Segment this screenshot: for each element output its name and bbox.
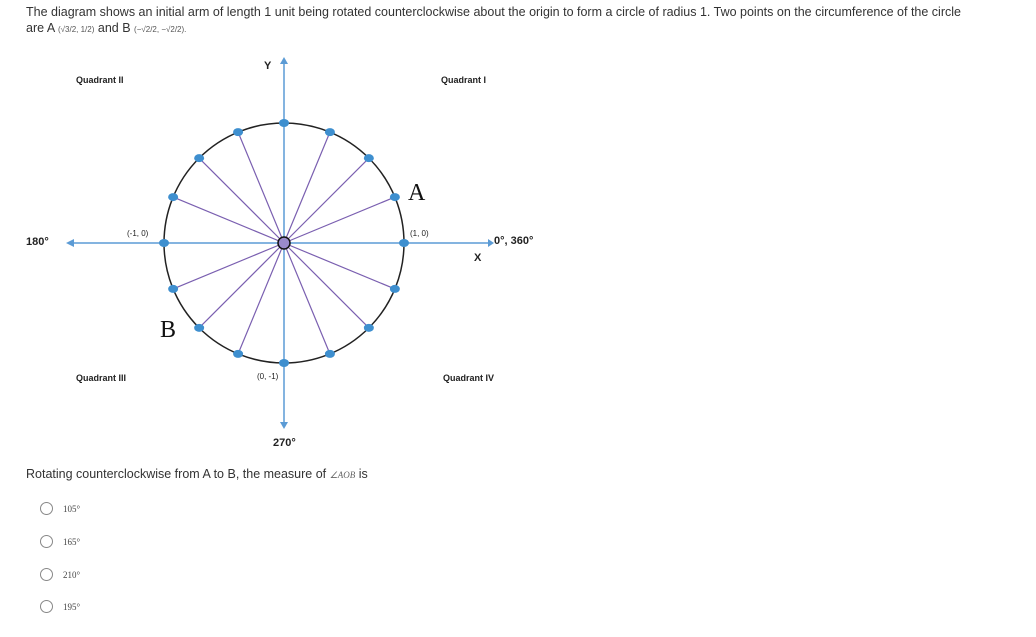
- spoke: [172, 196, 285, 244]
- label-0-neg1: (0, -1): [257, 372, 279, 381]
- spoke: [172, 242, 285, 290]
- y-arrow-up-icon: [280, 57, 288, 64]
- circumference-point: [279, 119, 289, 127]
- quadrant-iv-label: Quadrant IV: [443, 373, 495, 383]
- radio-button[interactable]: [40, 502, 53, 515]
- spoke: [237, 242, 285, 355]
- point-b-coords: (−√2/2, −√2/2).: [134, 25, 187, 34]
- quadrant-ii-label: Quadrant II: [76, 75, 124, 85]
- label-180: 180°: [26, 236, 49, 248]
- point-a-label: A: [408, 180, 426, 206]
- point-a-coords: (√3/2, 1/2): [57, 25, 95, 34]
- spoke: [283, 242, 331, 355]
- spoke: [283, 242, 396, 290]
- option-105[interactable]: 105°: [40, 502, 80, 515]
- radio-button[interactable]: [40, 535, 53, 548]
- circumference-point: [389, 284, 400, 293]
- circumference-point: [168, 284, 179, 293]
- quadrant-i-label: Quadrant I: [441, 75, 487, 85]
- circumference-point: [279, 359, 289, 367]
- circumference-point: [194, 154, 205, 163]
- spoke: [237, 131, 285, 244]
- circumference-point: [389, 193, 400, 202]
- question-prompt: Rotating counterclockwise from A to B, t…: [26, 467, 368, 481]
- spoke: [198, 242, 285, 329]
- spoke: [283, 131, 331, 244]
- spoke: [283, 196, 396, 244]
- label-neg1-0: (-1, 0): [127, 229, 149, 238]
- radio-button[interactable]: [40, 600, 53, 613]
- angle-aob: ∠AOB: [329, 470, 356, 480]
- circumference-point: [399, 239, 409, 247]
- point-b-label: B: [160, 317, 177, 343]
- x-arrow-right-icon: [488, 239, 494, 247]
- origin-point: [277, 236, 291, 250]
- circumference-point: [159, 239, 169, 247]
- option-210[interactable]: 210°: [40, 568, 80, 581]
- y-axis-label: Y: [264, 60, 272, 72]
- circumference-point: [233, 349, 244, 358]
- circumference-point: [363, 323, 374, 332]
- option-165[interactable]: 165°: [40, 535, 80, 548]
- spoke: [198, 157, 285, 244]
- circumference-point: [363, 154, 374, 163]
- circumference-point: [168, 193, 179, 202]
- spoke: [283, 242, 370, 329]
- label-1-0: (1, 0): [410, 229, 429, 238]
- circumference-point: [194, 323, 205, 332]
- circumference-point: [324, 349, 335, 358]
- circumference-point: [324, 128, 335, 137]
- option-195[interactable]: 195°: [40, 600, 80, 613]
- x-axis-label: X: [474, 252, 482, 264]
- y-arrow-down-icon: [280, 422, 288, 429]
- label-0-360: 0°, 360°: [494, 235, 534, 247]
- circumference-point: [233, 128, 244, 137]
- label-270: 270°: [273, 437, 296, 449]
- spoke: [283, 157, 370, 244]
- quadrant-iii-label: Quadrant III: [76, 373, 127, 383]
- x-arrow-left-icon: [66, 239, 74, 247]
- radio-button[interactable]: [40, 568, 53, 581]
- question-intro: The diagram shows an initial arm of leng…: [26, 5, 961, 35]
